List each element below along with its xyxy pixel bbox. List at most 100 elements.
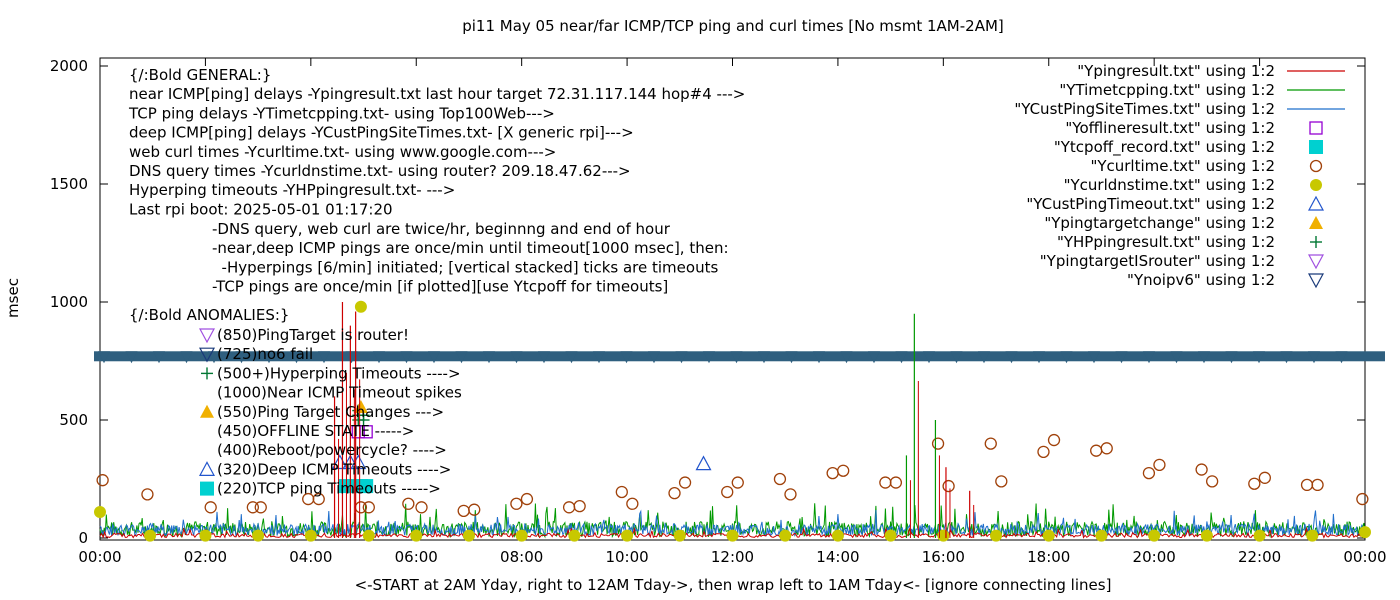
x-tick-label: 20:00 [1133, 548, 1176, 566]
no6-fail-mark [758, 351, 770, 364]
anomaly-marker [200, 481, 214, 496]
legend-marker [1307, 254, 1325, 270]
data-point [1142, 466, 1156, 480]
data-point [1090, 444, 1103, 457]
no6-fail-mark [400, 351, 413, 364]
anomaly-line: (725)no6 fail [217, 345, 313, 363]
no6-fail-mark [868, 351, 880, 364]
legend-label: "YCustPingSiteTimes.txt" using 1:2 [1014, 100, 1275, 118]
no6-fail-mark [1335, 351, 1348, 364]
no6-fail-mark [98, 351, 110, 364]
y-axis-label: msec [4, 278, 22, 318]
data-point [1306, 529, 1319, 542]
anomaly-marker [201, 367, 213, 380]
no6-fail-mark [923, 351, 935, 364]
x-axis-label: <-START at 2AM Yday, right to 12AM Tday-… [355, 576, 1112, 594]
axes: 0 500 1000 1500 2000 00:00 02:00 04:00 06:00 08:0… [50, 57, 1387, 566]
data-point [562, 501, 576, 514]
data-point [1037, 445, 1050, 459]
no6-fail-mark [1280, 351, 1293, 364]
data-point [359, 425, 373, 439]
no6-fail-mark [483, 351, 495, 364]
no6-fail-mark [620, 351, 633, 364]
data-point [990, 529, 1003, 542]
data-point [353, 400, 368, 414]
no6-fail-mark [675, 351, 688, 364]
info-note: -near,deep ICMP pings are once/min until… [212, 239, 729, 257]
anomaly-marker [198, 328, 216, 344]
no6-fail-mark [1308, 351, 1320, 364]
anomalies-title: {/:Bold ANOMALIES:} [129, 306, 289, 324]
legend-marker [1309, 121, 1323, 135]
legend-label: "Yofflineresult.txt" using 1:2 [1065, 119, 1275, 137]
anomaly-line: (450)OFFLINE STATE -----> [217, 422, 414, 440]
data-point [995, 475, 1008, 488]
x-tick-label: 22:00 [1238, 548, 1281, 566]
data-point [141, 488, 154, 501]
no6-fail-mark [1225, 351, 1238, 364]
data-point [784, 488, 797, 501]
data-point [402, 497, 415, 510]
data-point [312, 492, 325, 506]
x-tick-label: 12:00 [711, 548, 754, 566]
legend-marker [1309, 159, 1323, 173]
y-tick-label: 500 [59, 411, 88, 429]
legend-label: "Ypingtargetchange" using 1:2 [1044, 214, 1275, 232]
info-line: TCP ping delays -YTimetcpping.txt- using… [128, 104, 555, 122]
data-point [615, 485, 628, 499]
info-note: -Hyperpings [6/min] initiated; [vertical… [212, 258, 718, 276]
data-point [668, 487, 681, 500]
data-point [721, 485, 734, 499]
data-point [199, 529, 212, 542]
info-text: {/:Bold GENERAL:}near ICMP[ping] delays … [128, 66, 745, 498]
data-point [773, 472, 787, 486]
x-tick-label: 00:00 [78, 548, 121, 566]
data-point [931, 437, 945, 450]
no6-fail-mark [593, 351, 605, 364]
data-point [362, 529, 375, 542]
data-point [362, 501, 375, 514]
no6-fail-mark [840, 351, 853, 364]
data-point [457, 504, 470, 518]
legend-label: "YCustPingTimeout.txt" using 1:2 [1026, 195, 1275, 213]
legend-marker [1310, 179, 1322, 191]
data-point [510, 497, 523, 510]
data-point [826, 466, 839, 480]
no6-fail-mark [510, 351, 523, 364]
anomaly-line: (220)TCP ping Timeouts -----> [217, 480, 441, 498]
legend-label: "Ycurltime.txt" using 1:2 [1090, 157, 1275, 175]
data-point [568, 529, 581, 542]
chart-title: pi11 May 05 near/far ICMP/TCP ping and c… [462, 17, 1004, 35]
data-point [520, 492, 534, 506]
no6-fail-mark [373, 351, 385, 364]
data-point [1200, 529, 1213, 542]
anomaly-marker [200, 404, 214, 418]
data-point [515, 529, 528, 542]
data-point [1205, 475, 1219, 488]
data-point [1100, 442, 1113, 455]
x-tick-label: 02:00 [184, 548, 227, 566]
legend-label: "Ypingresult.txt" using 1:2 [1077, 62, 1275, 80]
data-point [942, 479, 955, 493]
no6-fail-mark [345, 351, 358, 364]
data-point [1359, 526, 1371, 539]
legend: "Ypingresult.txt" using 1:2"YTimetcpping… [1014, 62, 1275, 289]
no6-fail-mark [978, 351, 990, 364]
no6-fail-mark [1170, 351, 1183, 364]
legend-label: "Ynoipv6" using 1:2 [1127, 271, 1275, 289]
y-tick-label: 0 [78, 529, 88, 547]
no6-fail-mark [263, 351, 275, 364]
no6-fail-mark [1143, 351, 1155, 364]
data-point [1248, 477, 1261, 490]
data-point [1095, 529, 1108, 542]
anomaly-marker [198, 347, 216, 363]
anomaly-line: (500+)Hyperping Timeouts ----> [217, 364, 461, 382]
anomaly-line: (1000)Near ICMP Timeout spikes [217, 384, 462, 402]
data-point [252, 529, 265, 542]
anomaly-line: (320)Deep ICMP Timeouts ----> [217, 460, 451, 478]
data-point [621, 529, 634, 542]
no6-fail-mark [1115, 351, 1128, 364]
anomaly-marker [198, 461, 216, 476]
data-point [354, 300, 367, 313]
